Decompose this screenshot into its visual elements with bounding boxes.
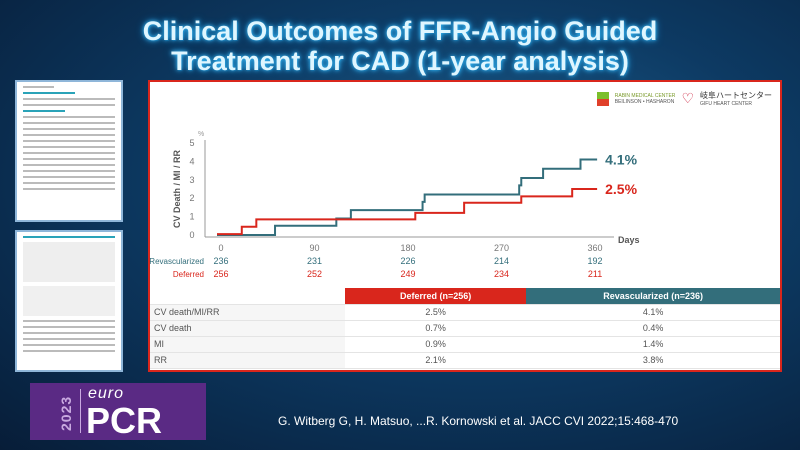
row-label: RR — [150, 352, 345, 369]
y-tick-label: 1 — [189, 212, 194, 222]
citation: G. Witberg G, H. Matsuo, ...R. Kornowski… — [278, 414, 679, 428]
value-cell: 3.8% — [526, 352, 780, 369]
gifu-logo-subtext: GIFU HEART CENTER — [700, 101, 753, 107]
value-cell: 1.4% — [526, 336, 780, 353]
y-tick-label: 2 — [189, 193, 194, 203]
at-risk-label: Deferred — [173, 270, 204, 279]
table-row: CV death/MI/RR 2.5% 4.1% — [150, 304, 780, 321]
table-row: RR 2.1% 3.8% — [150, 352, 780, 369]
logo-year: 2023 — [58, 395, 74, 431]
x-tick-label: 90 — [310, 243, 320, 253]
header-deferred: Deferred (n=256) — [345, 288, 527, 305]
series-line-deferred — [217, 188, 598, 236]
header-revascularized: Revascularized (n=236) — [526, 288, 780, 305]
paper-thumbnail-page-2 — [15, 230, 123, 372]
y-axis-label: CV Death / MI / RR — [172, 150, 182, 229]
rabin-logo-text: RABIN MEDICAL CENTER — [614, 92, 676, 99]
slide-title: Clinical Outcomes of FFR-Angio Guided Tr… — [142, 16, 658, 76]
institution-logos: RABIN MEDICAL CENTER BEILINSON • HASHARON… — [596, 90, 772, 107]
x-axis-label: Days — [618, 235, 640, 245]
logo-pcr: PCR — [86, 400, 163, 440]
table-row: CV death 0.7% 0.4% — [150, 320, 780, 337]
results-panel: RABIN MEDICAL CENTER BEILINSON • HASHARON… — [148, 80, 782, 372]
rabin-logo-icon — [596, 91, 609, 106]
at-risk-count: 236 — [213, 256, 228, 266]
europcr-logo: 2023 euro PCR — [30, 383, 206, 440]
at-risk-label: Revascularized — [150, 257, 204, 266]
series-line-revascularized — [217, 158, 598, 236]
y-tick-label: 4 — [189, 156, 194, 166]
paper-thumbnail-page-1 — [15, 80, 123, 222]
end-label: 4.1% — [605, 152, 637, 168]
logo-divider — [80, 389, 81, 433]
at-risk-count: 256 — [213, 269, 228, 279]
at-risk-count: 252 — [307, 269, 322, 279]
heart-logo-icon: ♡ — [681, 90, 694, 106]
x-tick-label: 270 — [494, 243, 509, 253]
gifu-logo-text: 岐阜ハートセンター — [700, 91, 772, 100]
at-risk-count: 226 — [401, 256, 416, 266]
at-risk-count: 211 — [588, 269, 602, 279]
x-tick-label: 0 — [218, 243, 223, 253]
table-row: MI 0.9% 1.4% — [150, 336, 780, 353]
x-tick-label: 360 — [588, 243, 603, 253]
x-tick-label: 180 — [401, 243, 416, 253]
value-cell: 0.9% — [345, 336, 527, 353]
row-label: CV death/MI/RR — [150, 304, 345, 321]
at-risk-count: 231 — [307, 256, 322, 266]
at-risk-count: 192 — [588, 256, 603, 266]
rabin-logo-subtext: BEILINSON • HASHARON — [614, 98, 675, 105]
row-label: MI — [150, 336, 345, 353]
at-risk-count: 234 — [494, 269, 509, 279]
y-tick-label: 0 — [189, 230, 194, 240]
y-unit: % — [198, 131, 204, 138]
row-label: CV death — [150, 320, 345, 337]
value-cell: 2.1% — [345, 352, 527, 369]
logo-euro: euro — [88, 385, 125, 402]
outcomes-table: Deferred (n=256) Revascularized (n=236) C… — [150, 288, 780, 369]
value-cell: 0.7% — [345, 320, 527, 337]
value-cell: 2.5% — [345, 304, 527, 321]
value-cell: 4.1% — [526, 304, 780, 321]
at-risk-count: 249 — [401, 269, 416, 279]
value-cell: 0.4% — [526, 320, 780, 337]
y-tick-label: 3 — [189, 175, 194, 185]
at-risk-count: 214 — [494, 256, 509, 266]
y-tick-label: 5 — [189, 138, 194, 148]
end-label: 2.5% — [605, 181, 637, 197]
